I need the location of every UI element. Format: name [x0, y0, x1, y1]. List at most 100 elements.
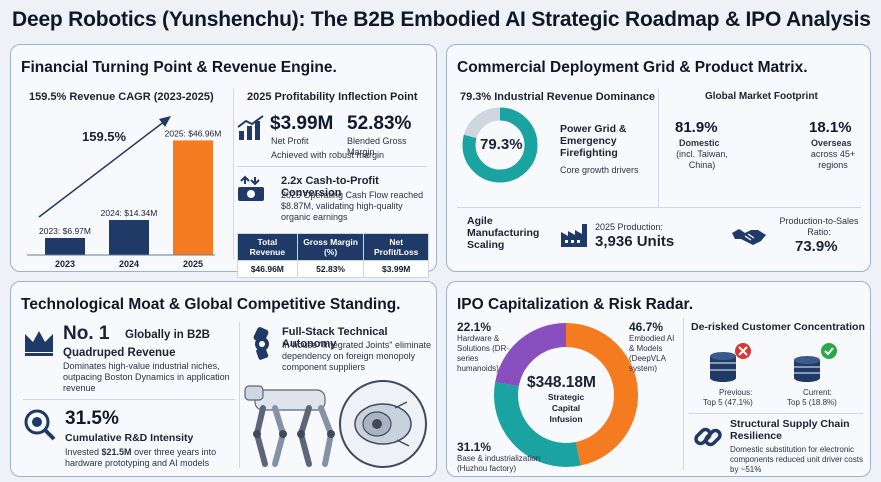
coins-check-icon: [794, 343, 837, 382]
table-header: Net Profit/Loss: [363, 233, 429, 261]
rd-text: Invested $21.5M over three years into ha…: [65, 447, 235, 469]
joint-motor-illustration: [339, 380, 427, 468]
joint-icon: [253, 327, 269, 360]
overseas-sub: across 45+ regions: [810, 149, 856, 170]
financial-title: Financial Turning Point & Revenue Engine…: [21, 59, 337, 76]
table-cell: 52.83%: [296, 260, 365, 278]
tech-title: Technological Moat & Global Competitive …: [21, 296, 401, 313]
domestic-label: Domestic: [679, 138, 720, 148]
financial-panel: Financial Turning Point & Revenue Engine…: [10, 44, 437, 278]
bar-value-label: 2023: $6.97M: [39, 226, 91, 236]
current-label: Current:: [803, 388, 832, 397]
factory-icon: [561, 224, 587, 247]
bar-category-label: 2025: [183, 259, 203, 269]
stack-text: In-house "Integrated Joints" eliminate d…: [282, 340, 431, 372]
divider: [233, 89, 234, 259]
tech-panel: Technological Moat & Global Competitive …: [10, 281, 437, 477]
margin-value: 52.83%: [347, 113, 412, 134]
growth-chart-icon: [237, 115, 264, 140]
previous-value: Top 5 (47.1%): [703, 398, 753, 407]
margin-note: Achieved with robust margin: [271, 150, 385, 160]
margin-label: Blended Gross Margin: [347, 136, 407, 157]
page-title: Deep Robotics (Yunshenchu): The B2B Embo…: [12, 8, 871, 31]
divider: [689, 413, 863, 414]
segment-sub: Core growth drivers: [560, 165, 639, 175]
handshake-icon: [732, 229, 766, 245]
segment-ai-pct: 46.7%: [629, 320, 664, 334]
table-header: Gross Margin (%): [296, 233, 365, 261]
rd-text-post: over three years into hardware prototypi…: [65, 447, 217, 468]
donut-segment-industrial: [462, 107, 538, 183]
coins-warning-icon: [710, 343, 751, 382]
stack-heading: Full-Stack Technical Autonomy: [282, 326, 388, 350]
divider: [683, 318, 684, 470]
revenue-bar-2025: [173, 140, 213, 255]
rank-block: No. 1: [63, 323, 233, 345]
current-value: Top 5 (18.8%): [787, 398, 837, 407]
rd-text-bold: $21.5M: [101, 447, 132, 457]
segment-base-pct: 31.1%: [457, 440, 492, 454]
divider: [23, 399, 235, 400]
table-header: Total Revenue: [237, 233, 298, 261]
production-value: 3,936 Units: [595, 233, 675, 250]
concentration-heading: De-risked Customer Concentration: [691, 321, 865, 333]
revenue-bar-2024: [109, 220, 149, 255]
cash-heading: 2.2x Cash-to-Profit Conversion: [281, 175, 379, 199]
ipo-allocation-donut: [494, 323, 638, 467]
divider: [658, 89, 659, 207]
footprint-heading: Global Market Footprint: [705, 91, 818, 102]
domestic-sub: (incl. Taiwan, China): [676, 149, 728, 170]
bar-value-label: 2025: $46.96M: [165, 128, 222, 138]
ipo-total-label: Strategic Capital Infusion: [547, 392, 585, 424]
divider: [239, 322, 240, 468]
overseas-value: 18.1%: [809, 119, 852, 136]
deployment-title: Commercial Deployment Grid & Product Mat…: [457, 59, 808, 76]
domestic-value: 81.9%: [675, 119, 718, 136]
segment-ai-label: Embodied AI & Models (DeepVLA system): [629, 334, 675, 373]
divider: [457, 207, 861, 208]
chain-link-icon: [694, 427, 722, 447]
rank-text: Globally in B2B Quadruped Revenue: [63, 329, 210, 359]
rd-text-pre: Invested: [65, 447, 102, 457]
financial-table: Total Revenue Gross Margin (%) Net Profi…: [237, 233, 429, 278]
ipo-panel: IPO Capitalization & Risk Radar. $348.18…: [446, 281, 871, 477]
table-cell: $46.96M: [237, 260, 298, 278]
donut-value: 79.3%: [480, 136, 523, 153]
cash-text: 2025 Operating Cash Flow reached $8.87M,…: [281, 190, 424, 222]
revenue-bar-chart: 2023: $6.97M 2023 2024: $14.34M 2024 2025: $…: [27, 116, 222, 269]
segment-title: Power Grid & Emergency Firefighting: [560, 123, 627, 159]
bar-value-label: 2024: $14.34M: [101, 208, 158, 218]
growth-arrow: [38, 120, 166, 218]
ipo-total-value: $348.18M: [527, 374, 596, 391]
dominance-heading: 79.3% Industrial Revenue Dominance: [460, 91, 656, 103]
rank-sub: Dominates high-value industrial niches, …: [63, 361, 230, 393]
profit-heading: 2025 Profitability Inflection Point: [247, 91, 418, 103]
bar-category-label: 2023: [55, 259, 75, 269]
growth-label: 159.5%: [82, 129, 127, 144]
rd-value: 31.5%: [65, 408, 119, 429]
ratio-label: Production-to-Sales Ratio:: [779, 216, 859, 237]
production-label: 2025 Production:: [595, 222, 664, 232]
segment-base-label: Base & industrialization (Huzhou factory…: [457, 454, 541, 473]
deployment-panel: Commercial Deployment Grid & Product Mat…: [446, 44, 871, 272]
crown-icon: [25, 331, 53, 356]
previous-label: Previous:: [719, 388, 753, 397]
segment-hardware-pct: 22.1%: [457, 320, 492, 334]
growth-arrow-head: [159, 116, 171, 127]
table-cell: $3.99M: [363, 260, 429, 278]
cagr-heading: 159.5% Revenue CAGR (2023-2025): [29, 91, 214, 103]
overseas-label: Overseas: [811, 138, 852, 148]
cash-icon: [238, 175, 264, 201]
revenue-bar-2023: [45, 237, 85, 255]
supply-text: Domestic substitution for electronic com…: [730, 445, 863, 474]
agile-label: Agile Manufacturing Scaling: [467, 215, 540, 251]
bar-category-label: 2024: [119, 259, 139, 269]
net-profit-label: Net Profit: [271, 136, 309, 146]
rd-search-gear-icon: [24, 409, 56, 441]
net-profit-value: $3.99M: [270, 113, 334, 134]
ratio-value: 73.9%: [795, 238, 838, 255]
divider: [237, 166, 427, 167]
ipo-title: IPO Capitalization & Risk Radar.: [457, 296, 694, 313]
rd-label: Cumulative R&D Intensity: [65, 432, 194, 444]
segment-hardware-label: Hardware & Solutions (DR-series humanoid…: [457, 334, 510, 373]
